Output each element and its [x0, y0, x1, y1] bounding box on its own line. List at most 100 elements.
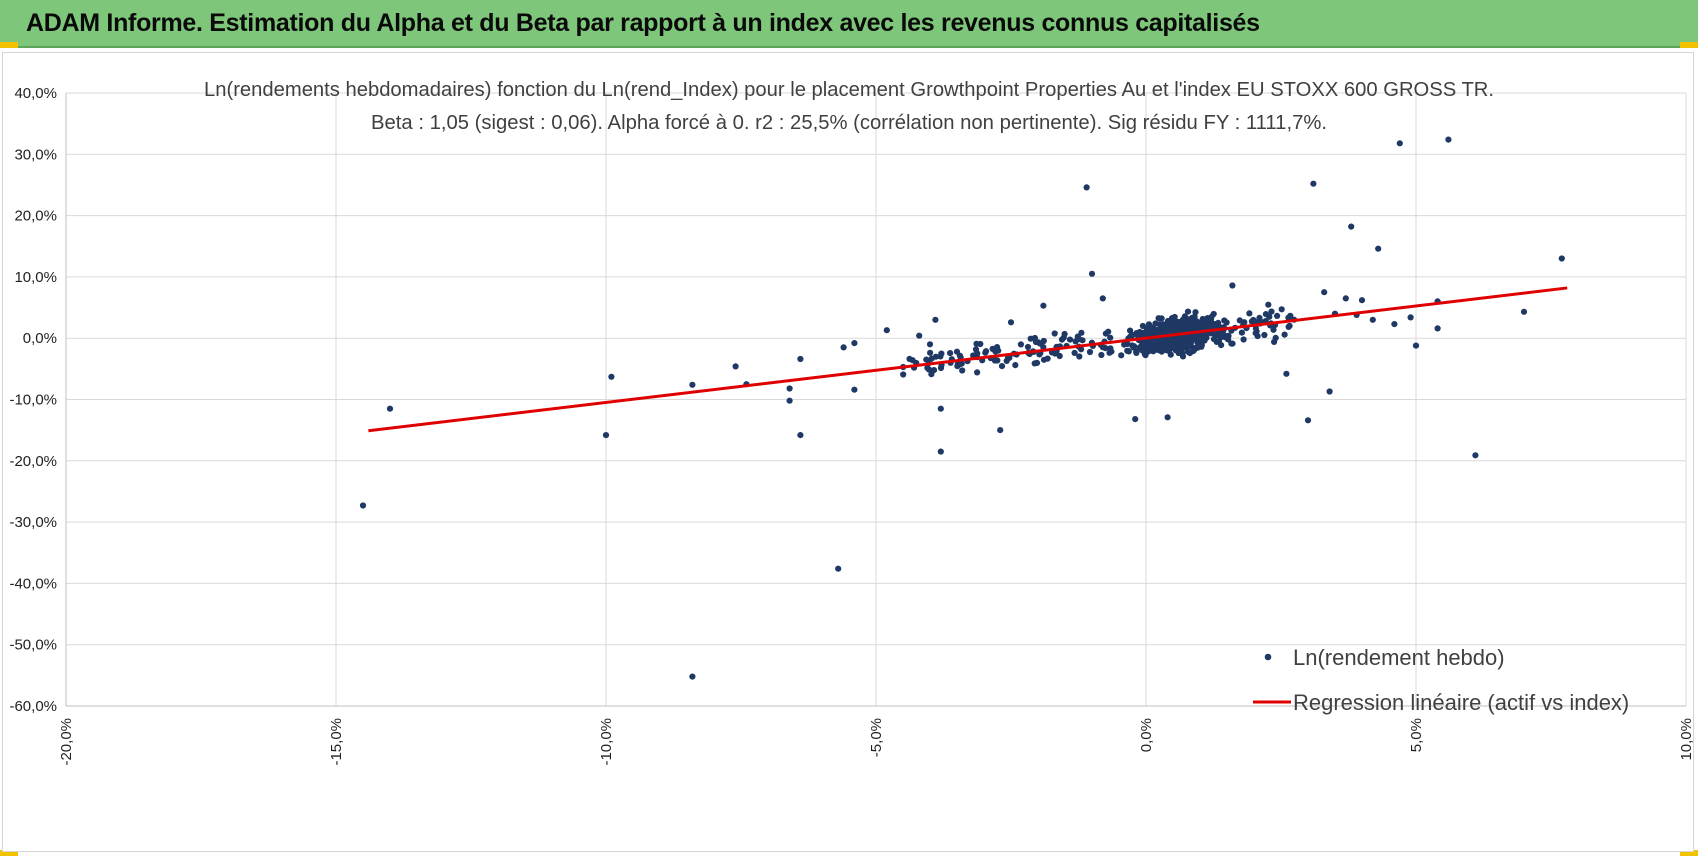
data-point [786, 385, 793, 392]
data-point [1210, 336, 1217, 343]
data-point [1160, 340, 1167, 347]
data-point [1236, 317, 1243, 324]
data-point [937, 448, 944, 455]
data-point [1147, 330, 1154, 337]
data-point [1076, 336, 1083, 343]
data-point [1261, 331, 1268, 339]
data-point [1191, 313, 1198, 320]
data-point [1086, 348, 1094, 356]
data-point [1434, 325, 1441, 332]
data-point [953, 348, 961, 355]
data-point [1445, 136, 1452, 143]
data-point [1027, 335, 1034, 342]
y-tick-label: -40,0% [9, 575, 57, 592]
x-tick-label: 0,0% [1138, 718, 1155, 752]
data-point [1268, 308, 1275, 315]
data-point [1271, 338, 1278, 345]
data-point [1171, 313, 1178, 321]
data-point [1128, 332, 1136, 339]
legend-label-line: Regression linéaire (actif vs index) [1293, 690, 1629, 715]
data-points [359, 136, 1565, 680]
data-point [1281, 331, 1288, 338]
data-point [1221, 332, 1228, 339]
data-point [840, 344, 847, 351]
data-point [977, 340, 984, 348]
data-point [1158, 315, 1165, 322]
data-point [1033, 359, 1041, 366]
data-point [1216, 333, 1223, 340]
data-point [1183, 337, 1190, 344]
y-tick-label: 20,0% [14, 208, 57, 225]
data-point [1118, 352, 1125, 359]
data-point [1246, 310, 1253, 317]
data-point [1285, 323, 1292, 330]
data-point [982, 349, 989, 356]
data-point [1105, 328, 1112, 335]
data-point [1190, 333, 1197, 340]
data-point [932, 353, 940, 360]
data-point [1078, 329, 1085, 336]
data-point [1412, 342, 1420, 349]
gridlines [65, 92, 1687, 707]
data-point [1139, 322, 1146, 330]
data-point [386, 405, 394, 412]
chart-title: Ln(rendements hebdomadaires) fonction du… [204, 79, 1494, 101]
data-point [851, 340, 858, 347]
data-point [1071, 349, 1078, 356]
data-point [1178, 345, 1185, 352]
legend-marker-points [1264, 653, 1272, 661]
data-point [1342, 295, 1349, 302]
data-point [1240, 336, 1247, 343]
data-point [1076, 353, 1083, 360]
data-point [1099, 295, 1106, 302]
y-tick-label: 0,0% [23, 330, 57, 347]
data-point [924, 364, 931, 371]
data-point [909, 357, 916, 364]
data-point [1375, 245, 1382, 252]
data-point [1098, 351, 1105, 359]
data-point [1396, 140, 1403, 147]
x-tick-label: -15,0% [328, 718, 345, 766]
y-tick-label: 40,0% [14, 85, 57, 102]
data-point [1190, 348, 1197, 355]
data-point [1051, 350, 1059, 357]
data-point [1056, 352, 1063, 360]
data-point [1167, 343, 1174, 350]
data-point [1326, 388, 1333, 395]
corner-marker-top-right [1680, 42, 1698, 48]
corner-marker-bottom-right [1680, 850, 1698, 856]
data-point [923, 356, 930, 363]
data-point [916, 332, 923, 339]
data-point [1520, 308, 1528, 315]
data-point [957, 361, 964, 368]
data-point [1108, 348, 1115, 355]
x-tick-label: -10,0% [598, 718, 615, 766]
data-point [883, 327, 890, 334]
data-point [1179, 353, 1187, 360]
data-point [1278, 306, 1285, 313]
data-point [1146, 325, 1153, 332]
data-point [1083, 184, 1090, 191]
data-point [1164, 414, 1171, 421]
data-point [1184, 308, 1192, 315]
data-point [602, 432, 610, 439]
data-point [1152, 320, 1159, 327]
y-tick-label: -60,0% [9, 698, 57, 715]
scatter-chart: 40,0% 30,0% 20,0% 10,0% 0,0% -10,0% -20,0% -30,… [9, 79, 1693, 766]
data-point [1032, 338, 1039, 346]
x-tick-label: -20,0% [58, 718, 75, 766]
x-tick-label: 5,0% [1408, 718, 1425, 752]
data-point [1250, 316, 1257, 324]
data-point [995, 347, 1002, 354]
data-point [1066, 336, 1074, 343]
data-point [1185, 316, 1192, 323]
data-point [1017, 341, 1024, 348]
data-point [1180, 316, 1187, 323]
data-point [927, 349, 934, 356]
data-point [1024, 343, 1032, 351]
data-point [1060, 334, 1067, 341]
data-point [1253, 328, 1260, 335]
data-point [1051, 330, 1058, 337]
data-point [947, 350, 954, 357]
